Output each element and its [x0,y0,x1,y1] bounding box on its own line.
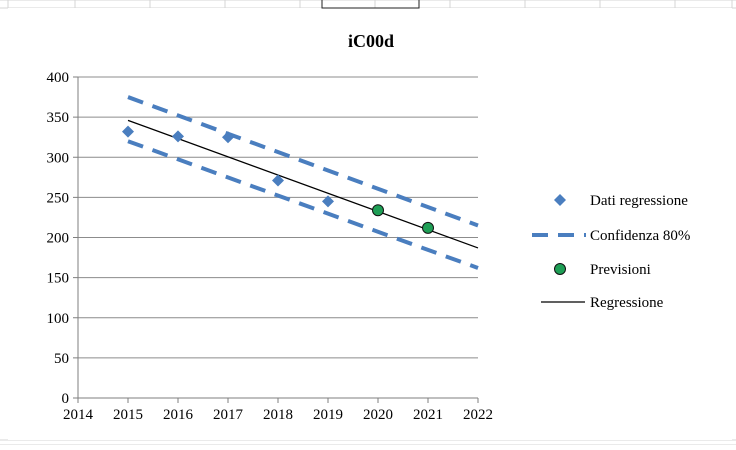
y-tick-label: 100 [47,311,70,327]
legend-item[interactable]: Regressione [541,295,664,311]
x-tick-label: 2014 [63,407,94,423]
legend[interactable]: Dati regressione Confidenza 80% Previsioni… [532,193,690,311]
forecast-point[interactable] [372,204,384,217]
legend-item[interactable]: Dati regressione [554,193,688,209]
y-tick-label: 150 [47,271,70,287]
y-gridlines [73,76,478,399]
y-tick-label: 300 [47,150,70,166]
y-tick-label: 50 [54,351,69,367]
series-lines [127,95,479,270]
confidence-lower-line[interactable] [127,139,479,270]
header-cell-outline [321,0,420,9]
chart-area[interactable] [8,8,732,440]
regression-line[interactable] [127,119,479,249]
x-tick-label: 2017 [213,407,244,423]
regression-data-point[interactable] [122,125,134,138]
legend-label: Dati regressione [590,193,688,209]
legend-label: Regressione [590,295,664,311]
y-tick-label: 400 [47,70,70,86]
legend-label: Previsioni [590,262,651,278]
series-points [122,125,434,234]
x-tick-labels: 2014 2015 2016 2017 2018 2019 2020 2021 2022 [63,407,493,423]
legend-symbol-diamond [554,194,566,206]
y-tick-label: 200 [47,231,70,247]
confidence-upper-line[interactable] [127,95,479,228]
axes [77,77,479,403]
chart-title: iC00d [348,31,394,51]
y-tick-label: 0 [62,391,70,407]
x-tick-label: 2022 [463,407,493,423]
regression-data-point[interactable] [222,131,234,144]
x-tick-label: 2019 [313,407,343,423]
x-tick-label: 2016 [163,407,194,423]
x-tick-label: 2015 [113,407,143,423]
regression-data-point[interactable] [172,130,184,143]
regression-data-point[interactable] [272,174,284,187]
legend-item[interactable]: Previsioni [554,262,651,278]
x-tick-label: 2021 [413,407,443,423]
x-tick-label: 2020 [363,407,393,423]
forecast-point[interactable] [422,221,434,234]
x-tick-label: 2018 [263,407,293,423]
y-tick-labels: 0 50 100 150 200 250 300 350 400 [47,70,70,407]
y-tick-label: 350 [47,110,70,126]
legend-label: Confidenza 80% [590,228,690,244]
y-tick-label: 250 [47,190,70,206]
regression-data-point[interactable] [322,195,334,208]
legend-symbol-circle [554,263,566,275]
legend-item[interactable]: Confidenza 80% [532,228,690,244]
